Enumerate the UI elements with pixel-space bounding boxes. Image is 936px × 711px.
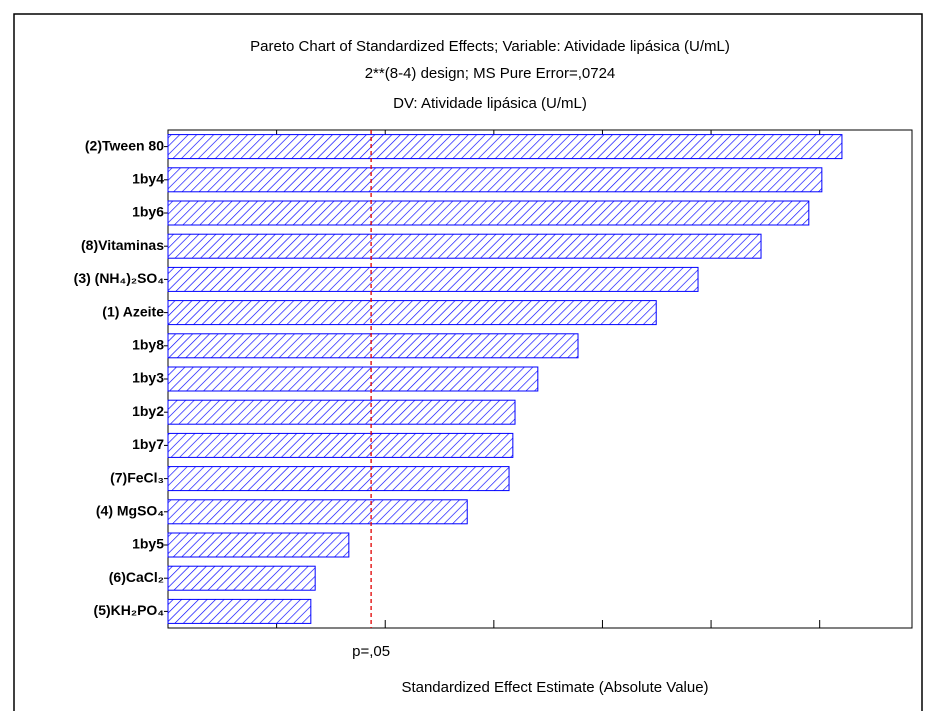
y-tick-label: (8)Vitaminas	[81, 237, 164, 253]
bar	[167, 466, 510, 492]
bar	[167, 266, 699, 292]
y-tick-label: (3) (NH₄)₂SO₄	[74, 270, 164, 286]
reference-label: p=,05	[352, 643, 390, 660]
bar	[167, 134, 843, 160]
y-tick-label: (2)Tween 80	[85, 137, 164, 153]
bar	[167, 432, 514, 458]
frame	[13, 13, 923, 711]
y-tick-label: 1by7	[132, 436, 164, 452]
bar	[167, 532, 350, 558]
bar	[167, 399, 516, 425]
bar	[167, 499, 468, 525]
y-tick-label: (1) Azeite	[102, 303, 164, 319]
y-tick-label: 1by2	[132, 403, 164, 419]
y-tick-label: 1by5	[132, 536, 164, 552]
x-axis-label: Standardized Effect Estimate (Absolute V…	[401, 679, 708, 696]
y-tick-label: 1by8	[132, 337, 164, 353]
bar	[167, 565, 316, 591]
chart-subtitle: DV: Atividade lipásica (U/mL)	[393, 95, 587, 112]
y-tick-label: 1by4	[132, 171, 164, 187]
y-tick-label: 1by3	[132, 370, 164, 386]
y-tick-label: (4) MgSO₄	[96, 503, 164, 519]
bar	[167, 300, 657, 326]
bar	[167, 366, 539, 392]
chart-title: Pareto Chart of Standardized Effects; Va…	[250, 38, 730, 55]
bar	[167, 200, 810, 226]
bar	[167, 233, 762, 259]
y-tick-label: 1by6	[132, 204, 164, 220]
y-tick-label: (7)FeCl₃	[110, 469, 164, 485]
y-tick-label: (6)CaCl₂	[109, 569, 164, 585]
bar	[167, 167, 823, 193]
y-tick-label: (5)KH₂PO₄	[94, 602, 164, 618]
bar	[167, 598, 312, 624]
chart-subtitle: 2**(8-4) design; MS Pure Error=,0724	[365, 65, 616, 82]
bar	[167, 333, 579, 359]
